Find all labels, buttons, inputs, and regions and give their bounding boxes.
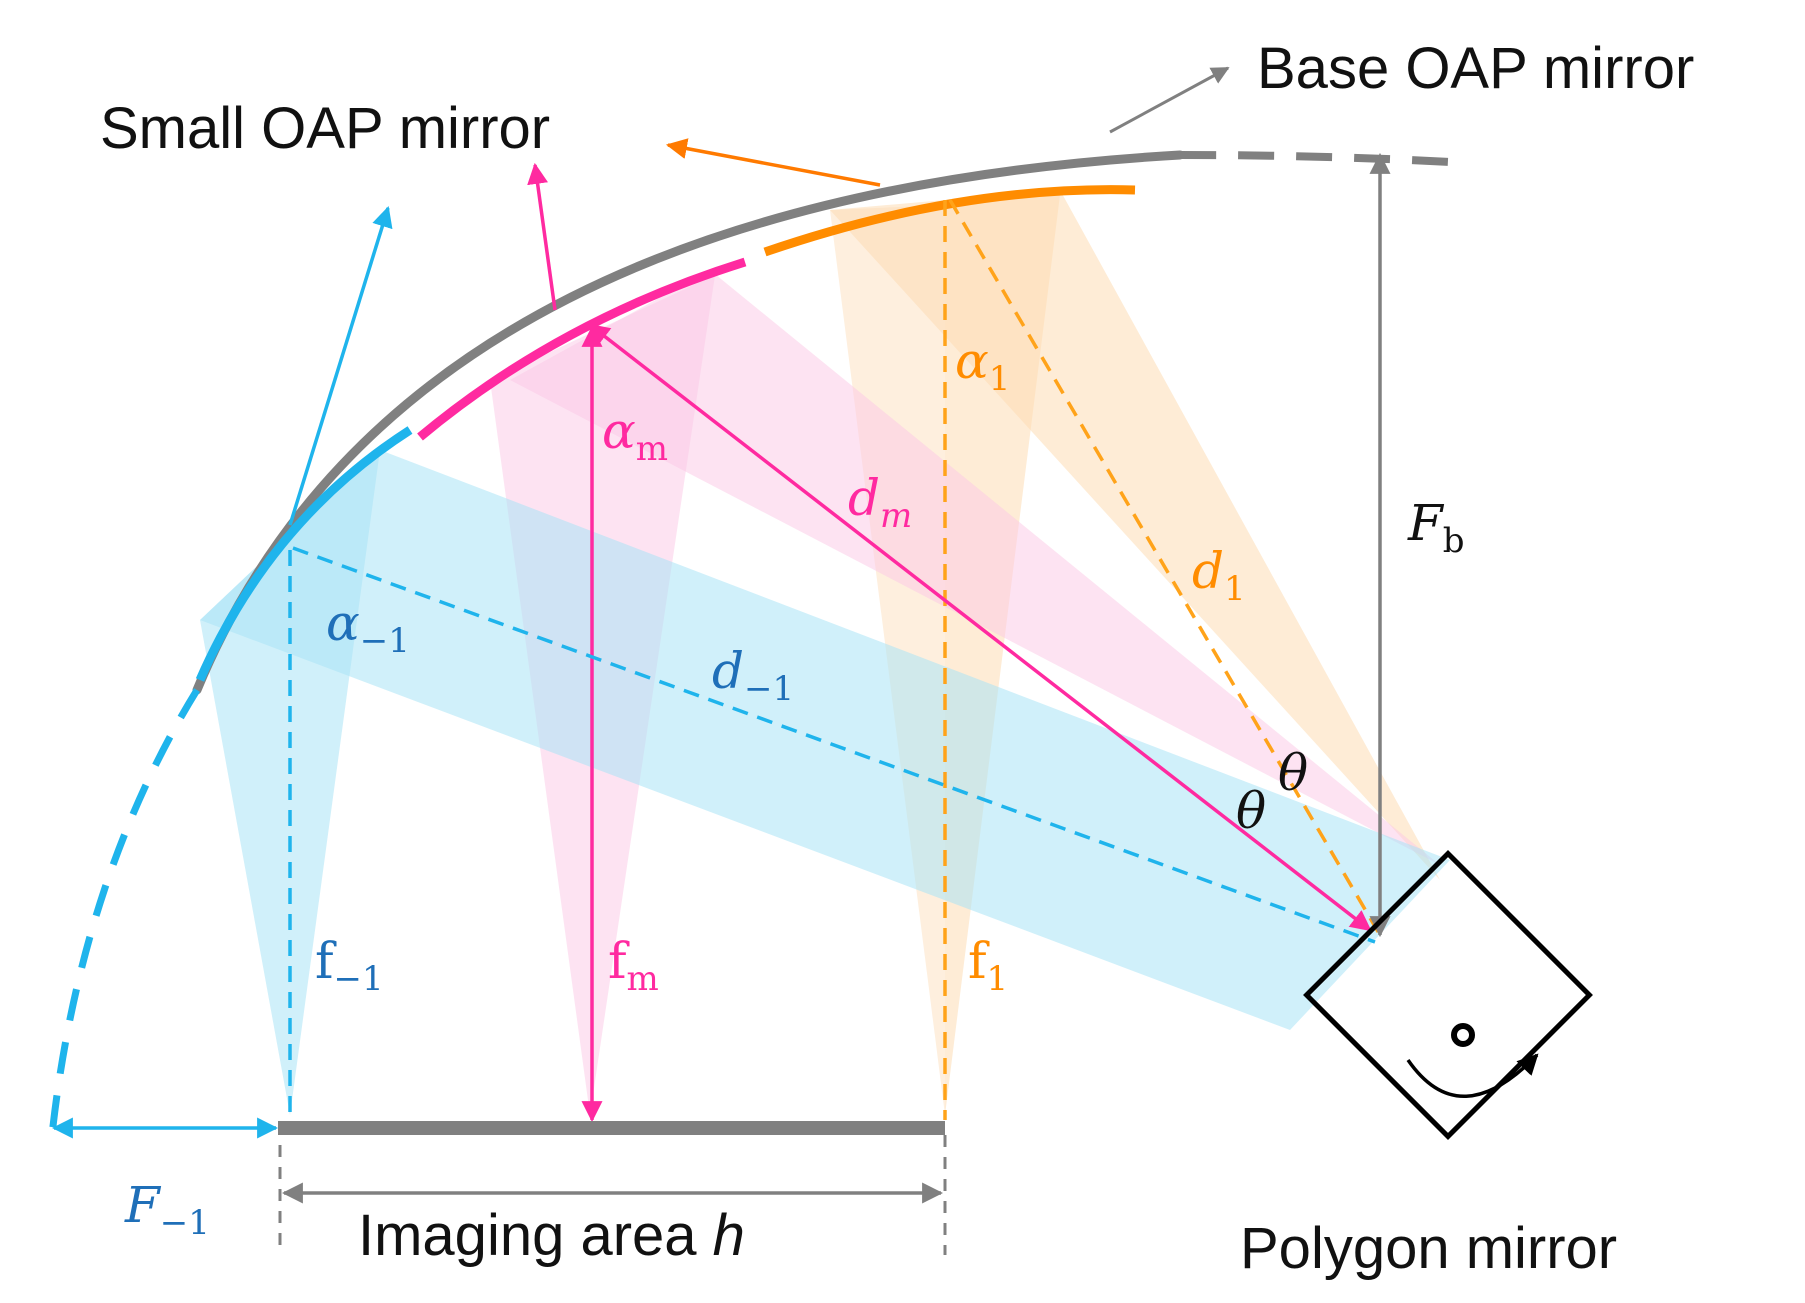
sym-alpha1: α1 — [955, 332, 1010, 399]
rotation-arrow-icon — [1406, 1053, 1539, 1098]
sym-alpham: αm — [602, 402, 668, 469]
sym-f1: f1 — [968, 932, 1008, 999]
rotation-axis-icon — [1451, 1023, 1475, 1047]
ray-dm — [588, 323, 1372, 932]
small-oap-cyan — [195, 426, 413, 682]
small-oap-orange — [763, 185, 1136, 257]
gray-callout-arrow — [1109, 66, 1230, 134]
label-small-oap: Small OAP mirror — [100, 96, 550, 161]
polygon-mirror — [1303, 850, 1593, 1140]
label-base-oap: Base OAP mirror — [1257, 36, 1694, 101]
sym-theta-b: θ — [1278, 744, 1308, 802]
small-oap-cyan-dashed — [48, 688, 200, 1136]
sym-dm: dm — [848, 469, 912, 536]
label-polygon: Polygon mirror — [1240, 1216, 1617, 1281]
sym-fm: fm — [608, 932, 659, 999]
small-oap-magenta — [417, 257, 747, 441]
label-imaging-area: Imaging area h — [358, 1203, 745, 1268]
sym-alpham1: α−1 — [326, 594, 410, 661]
orange-callout-arrow — [665, 138, 881, 187]
sym-theta-a: θ — [1236, 782, 1266, 840]
sym-d1: d1 — [1192, 542, 1246, 609]
sym-fm1: f−1 — [315, 932, 384, 999]
cyan-beam-out — [200, 450, 380, 1115]
sym-Fm1: F−1 — [124, 1176, 210, 1243]
ray-dm1 — [292, 546, 1376, 944]
sym-Fb: Fb — [1407, 494, 1464, 561]
cyan-normal-arrow — [288, 205, 393, 526]
magenta-normal-arrow — [527, 162, 557, 311]
sym-dm1: d−1 — [712, 642, 794, 709]
